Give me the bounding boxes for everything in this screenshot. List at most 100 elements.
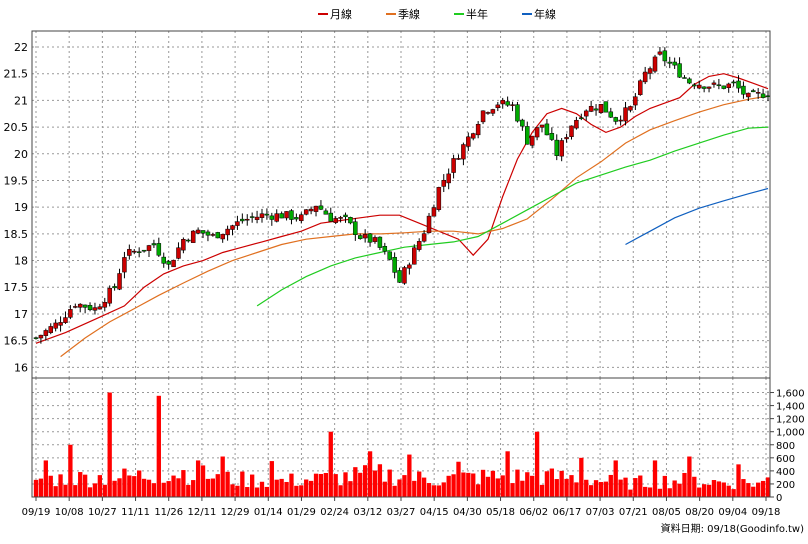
- candle-body: [746, 92, 751, 98]
- candle-body: [333, 218, 338, 223]
- candle-body: [141, 249, 147, 252]
- volume-bar: [716, 481, 722, 497]
- candle-body: [249, 216, 255, 218]
- volume-bar: [299, 485, 304, 497]
- volume-bar: [574, 482, 579, 497]
- date-tick-label: 06/17: [552, 507, 581, 518]
- volume-bar: [210, 478, 216, 497]
- volume-bar: [176, 478, 181, 497]
- volume-bar: [475, 484, 481, 497]
- volume-bar: [156, 395, 161, 497]
- moving-average-lines: [35, 73, 769, 358]
- volume-bar: [672, 480, 677, 497]
- volume-bar: [603, 481, 609, 497]
- candle-body: [318, 205, 324, 210]
- candle-body: [92, 307, 98, 311]
- volume-tick-label: 1,200: [776, 415, 805, 426]
- volume-bar: [250, 474, 255, 497]
- date-tick-label: 08/20: [685, 507, 714, 518]
- candle-body: [171, 259, 176, 268]
- footer-source: (Goodinfo.tw): [736, 524, 804, 535]
- volume-bar: [588, 485, 594, 497]
- candle-body: [151, 243, 157, 246]
- date-tick-label: 10/27: [88, 507, 117, 518]
- candle-body: [741, 85, 746, 95]
- volume-bar: [751, 486, 756, 497]
- price-tick-label: 22: [14, 41, 28, 54]
- volume-bar: [500, 475, 505, 497]
- candle-body: [323, 210, 329, 215]
- footer-date-label: 資料日期: 09/18: [661, 522, 736, 535]
- legend-label: 年線: [534, 7, 556, 21]
- candle-body: [480, 110, 486, 123]
- volume-bar: [132, 476, 137, 497]
- volume-bar: [225, 471, 230, 497]
- volume-bar: [343, 472, 348, 497]
- candle-body: [638, 80, 643, 95]
- candle-body: [603, 101, 609, 113]
- date-tick-label: 11/26: [154, 507, 183, 518]
- volume-panel: 0 200 400 600 800 1,000 1,200 1,400 1,600: [32, 378, 805, 504]
- volume-bar: [274, 479, 279, 497]
- candle-body: [122, 257, 127, 273]
- candle-body: [726, 83, 731, 89]
- candle-body: [421, 233, 427, 242]
- volume-tick-label: 800: [776, 441, 795, 452]
- candle-body: [613, 117, 618, 122]
- candle-body: [692, 84, 697, 87]
- candle-body: [667, 61, 672, 64]
- volume-bar: [87, 487, 93, 497]
- volume-bar: [495, 478, 500, 497]
- volume-bar: [240, 471, 245, 497]
- volume-bar: [304, 479, 309, 497]
- candle-body: [539, 124, 545, 128]
- candle-body: [579, 117, 584, 119]
- date-tick-label: 08/05: [652, 507, 681, 518]
- price-tick-label: 18.5: [4, 228, 29, 241]
- volume-bar: [166, 481, 171, 497]
- candle-body: [132, 250, 137, 253]
- volume-tick-label: 600: [776, 454, 795, 465]
- volume-tick-label: 200: [776, 480, 795, 491]
- price-tick-label: 16.5: [4, 335, 29, 348]
- candle-body: [176, 247, 181, 259]
- volume-bar: [387, 469, 392, 497]
- volume-bar: [731, 489, 736, 497]
- volume-bar: [667, 488, 672, 497]
- date-tick-label: 10/08: [55, 507, 84, 518]
- candle-body: [205, 231, 211, 236]
- volume-bar: [746, 483, 751, 497]
- volume-bar: [554, 479, 559, 497]
- volume-bar: [259, 481, 265, 497]
- candle-body: [73, 306, 78, 308]
- candle-body: [190, 230, 196, 243]
- candle-body: [755, 92, 761, 94]
- volume-bar: [348, 481, 353, 497]
- candle-body: [382, 246, 388, 252]
- candle-body: [574, 119, 579, 129]
- volume-bar: [181, 470, 186, 497]
- volume-bar: [318, 473, 324, 497]
- candle-body: [544, 123, 550, 136]
- volume-bar: [161, 482, 166, 497]
- candle-body: [117, 273, 122, 290]
- date-tick-label: 01/14: [254, 507, 283, 518]
- candle-body: [505, 101, 510, 106]
- candle-body: [461, 144, 466, 160]
- candle-body: [623, 107, 628, 122]
- date-tick-label: 01/29: [287, 507, 316, 518]
- volume-bar: [638, 475, 643, 497]
- volume-bar: [33, 479, 39, 497]
- candle-body: [407, 264, 412, 269]
- candle-body: [677, 63, 682, 78]
- volume-bar: [323, 473, 329, 497]
- volume-bar: [63, 484, 68, 497]
- candle-body: [48, 326, 53, 333]
- volume-bar: [530, 475, 535, 497]
- volume-bar: [230, 484, 235, 497]
- candle-body: [564, 137, 569, 140]
- volume-bar: [392, 485, 397, 497]
- volume-frame: [31, 377, 771, 498]
- volume-bar: [269, 461, 274, 497]
